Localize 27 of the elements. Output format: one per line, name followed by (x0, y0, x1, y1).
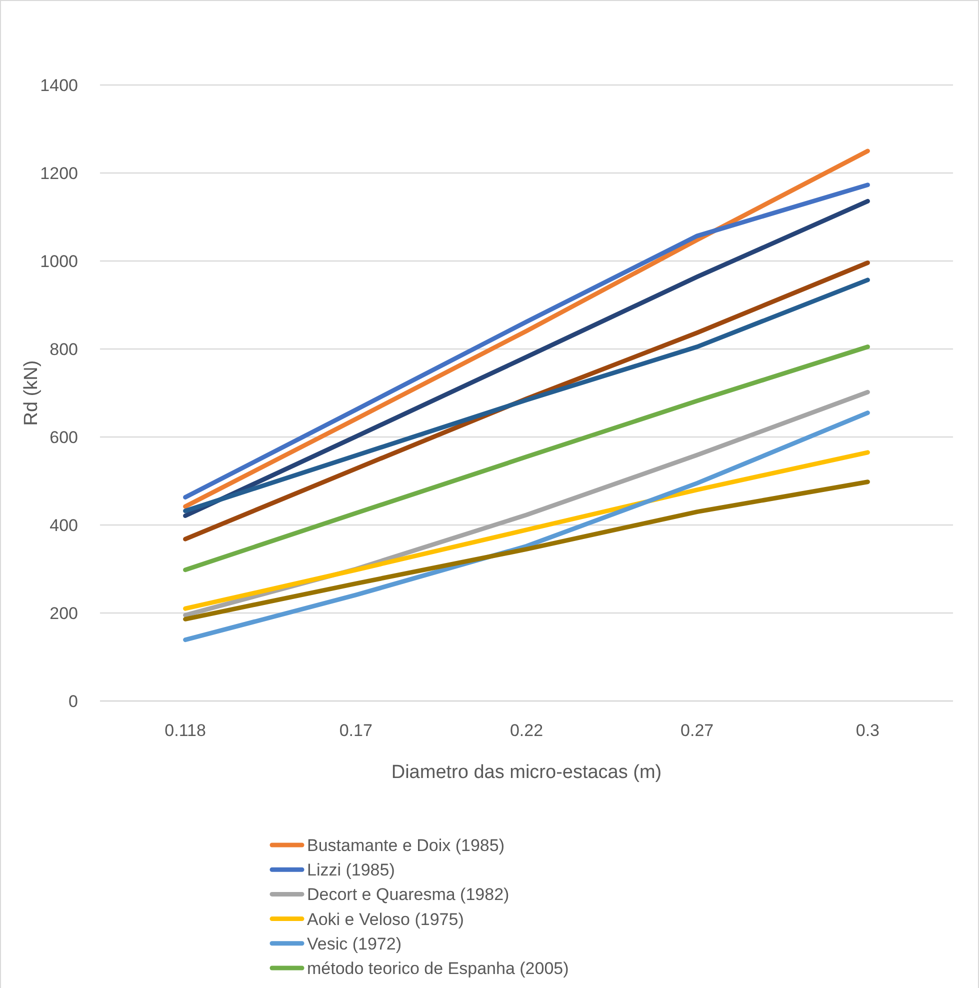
y-tick-label: 1200 (40, 164, 78, 183)
y-tick-label: 600 (50, 428, 78, 447)
line-series (183, 344, 870, 572)
y-tick-label: 1400 (40, 76, 78, 95)
legend-label: Aoki e Veloso (1975) (307, 910, 464, 929)
x-tick-label: 0.27 (680, 721, 714, 740)
line-series (183, 450, 870, 611)
legend-label: Lizzi (1985) (307, 860, 395, 880)
line-series (183, 410, 870, 642)
legend-label: Decort e Quaresma (1982) (307, 885, 510, 904)
y-axis-title: Rd (kN) (21, 360, 42, 426)
line-series (183, 278, 870, 514)
x-axis-title: Diametro das micro-estacas (m) (391, 762, 662, 783)
line-series (183, 480, 870, 622)
y-tick-label: 800 (50, 340, 78, 359)
legend-label: Vesic (1972) (307, 934, 402, 954)
y-tick-label: 1000 (40, 252, 78, 271)
y-tick-label: 400 (50, 516, 78, 535)
legend-label: Bustamante e Doix (1985) (307, 836, 504, 855)
y-tick-label: 200 (50, 604, 78, 623)
y-tick-label: 0 (68, 692, 78, 711)
x-tick-label: 0.118 (164, 721, 206, 740)
x-tick-label: 0.3 (856, 721, 880, 740)
x-tick-label: 0.17 (339, 721, 372, 740)
x-tick-label: 0.22 (510, 721, 544, 740)
legend-label: método teorico de Espanha (2005) (307, 958, 569, 978)
line-series (183, 260, 870, 542)
